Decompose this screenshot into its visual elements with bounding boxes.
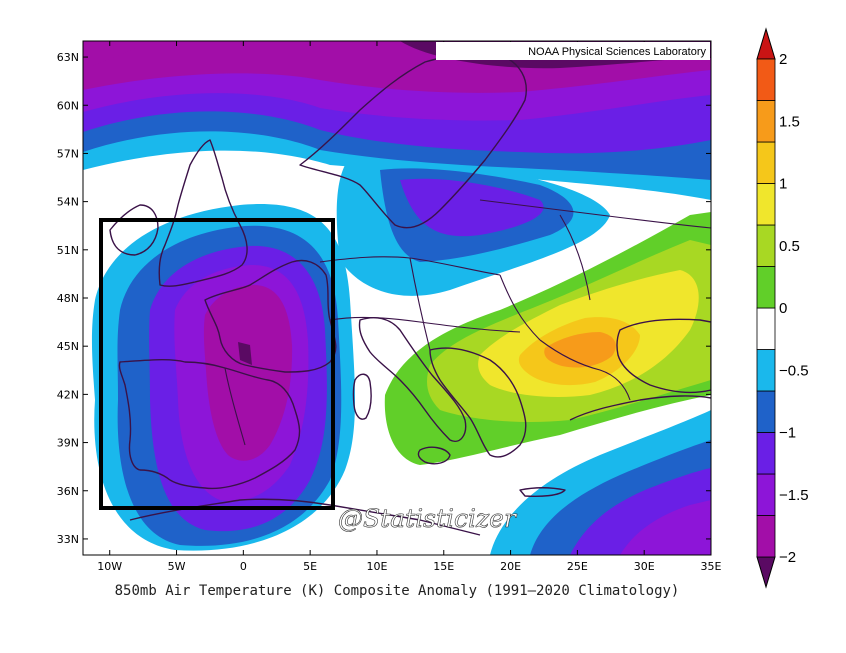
lat-tick-label: 36N — [57, 485, 79, 498]
highlight-box — [99, 218, 335, 510]
longitude-axis: 10W 5W 0 5E 10E 15E 20E 25E 30E 35E — [97, 41, 722, 573]
lon-tick-label: 10W — [97, 560, 122, 573]
colorbar-segment — [756, 307, 776, 350]
western-cold-dome — [91, 204, 355, 551]
colorbar-top-arrow — [756, 27, 776, 60]
colorbar-segment — [756, 183, 776, 226]
lat-tick-label: 54N — [57, 196, 79, 209]
national-borders — [224, 199, 711, 446]
colorbar-segment — [756, 100, 776, 143]
lat-tick-label: 39N — [57, 437, 79, 450]
colorbar-label: 0.5 — [779, 238, 800, 255]
figure-title: 850mb Air Temperature (K) Composite Anom… — [115, 583, 680, 599]
lon-tick-label: 15E — [433, 560, 454, 573]
colorbar-segment — [756, 266, 776, 309]
credit-box: NOAA Physical Sciences Laboratory — [436, 42, 710, 60]
lat-tick-label: 60N — [57, 99, 79, 112]
lon-tick-label: 30E — [634, 560, 655, 573]
colorbar-segment — [756, 473, 776, 516]
lon-tick-label: 0 — [240, 560, 247, 573]
lat-tick-label: 51N — [57, 244, 79, 257]
colorbar-segment — [756, 432, 776, 475]
colorbar-label: −0.5 — [779, 362, 809, 379]
colorbar-label: 1 — [779, 176, 787, 193]
colorbar-segment — [756, 515, 776, 558]
colorbar-segment — [756, 224, 776, 267]
colorbar-label: −1.5 — [779, 487, 809, 504]
colorbar-segment — [756, 58, 776, 101]
lat-tick-label: 45N — [57, 340, 79, 353]
southeast-cold-patch — [490, 410, 711, 555]
colorbar-bottom-arrow — [756, 556, 776, 589]
colorbar: 2 1.5 1 0.5 0 −0.5 −1 −1.5 −2 — [756, 27, 809, 589]
lat-tick-label: 57N — [57, 147, 79, 160]
credit-text: NOAA Physical Sciences Laboratory — [528, 46, 706, 58]
lon-tick-label: 35E — [701, 560, 722, 573]
baltic-trough — [336, 161, 610, 296]
lat-tick-label: 42N — [57, 388, 79, 401]
colorbar-label: 1.5 — [779, 113, 800, 130]
balkan-warm-tongue — [360, 212, 711, 481]
lon-tick-label: 20E — [500, 560, 521, 573]
lat-tick-label: 48N — [57, 292, 79, 305]
colorbar-segment — [756, 390, 776, 433]
lon-tick-label: 25E — [567, 560, 588, 573]
colorbar-segment — [756, 141, 776, 184]
lon-tick-label: 5W — [168, 560, 186, 573]
lon-tick-label: 5E — [303, 560, 317, 573]
colorbar-label: 2 — [779, 51, 787, 68]
colorbar-label: −1 — [779, 425, 796, 442]
lat-tick-label: 33N — [57, 533, 79, 546]
colorbar-label: −2 — [779, 549, 796, 566]
coastlines — [109, 52, 711, 536]
anomaly-field — [83, 41, 711, 555]
lat-tick-label: 63N — [57, 51, 79, 64]
watermark: @Statisticizer — [338, 504, 518, 533]
lon-tick-label: 10E — [366, 560, 387, 573]
latitude-axis: 63N 60N 57N 54N 51N 48N 45N 42N 39N 36N 33N — [57, 51, 711, 546]
colorbar-segment — [756, 349, 776, 392]
colorbar-label: 0 — [779, 300, 787, 317]
